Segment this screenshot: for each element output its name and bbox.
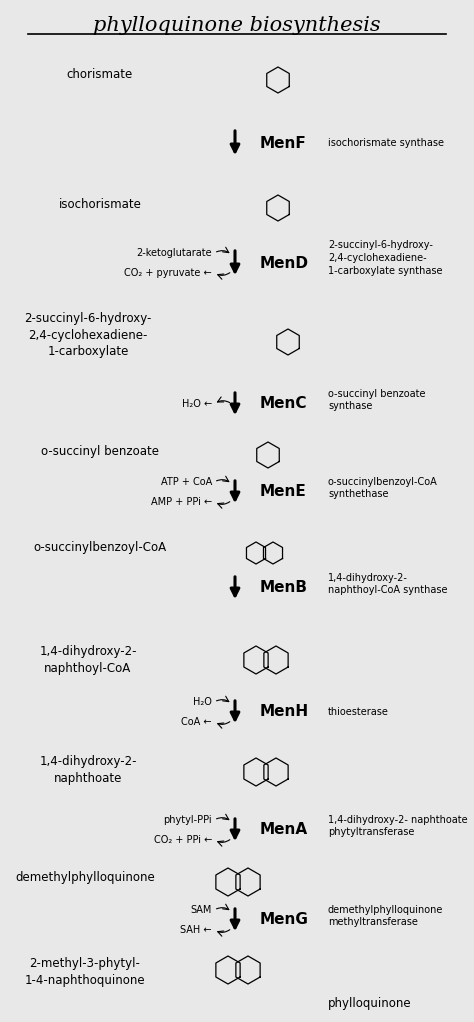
Text: 1,4-dihydroxy-2-
naphthoate: 1,4-dihydroxy-2- naphthoate (39, 755, 137, 785)
Text: phylloquinone: phylloquinone (328, 996, 412, 1010)
Text: MenC: MenC (260, 397, 308, 412)
Text: MenA: MenA (260, 823, 308, 837)
Text: H₂O: H₂O (193, 697, 212, 707)
Text: 2-succinyl-6-hydroxy-
2,4-cyclohexadiene-
1-carboxylate synthase: 2-succinyl-6-hydroxy- 2,4-cyclohexadiene… (328, 240, 443, 276)
Text: phytyl-PPi: phytyl-PPi (164, 815, 212, 825)
Text: SAM: SAM (191, 905, 212, 915)
Text: MenE: MenE (260, 484, 307, 500)
Text: thioesterase: thioesterase (328, 707, 389, 717)
Text: SAH ←: SAH ← (181, 925, 212, 935)
Text: o-succinylbenzoyl-CoA: o-succinylbenzoyl-CoA (34, 542, 166, 555)
Text: ATP + CoA: ATP + CoA (161, 477, 212, 487)
Text: CO₂ + PPi ←: CO₂ + PPi ← (154, 835, 212, 845)
Text: 2-ketoglutarate: 2-ketoglutarate (137, 248, 212, 258)
Text: MenF: MenF (260, 136, 307, 150)
Text: demethylphylloquinone: demethylphylloquinone (15, 872, 155, 884)
Text: demethylphylloquinone
methyltransferase: demethylphylloquinone methyltransferase (328, 904, 443, 927)
Text: MenD: MenD (260, 256, 309, 271)
Text: phylloquinone biosynthesis: phylloquinone biosynthesis (93, 16, 381, 35)
Text: 1,4-dihydroxy-2- naphthoate
phytyltransferase: 1,4-dihydroxy-2- naphthoate phytyltransf… (328, 815, 468, 837)
Text: CO₂ + pyruvate ←: CO₂ + pyruvate ← (124, 268, 212, 278)
Text: o-succinylbenzoyl-CoA
synthethase: o-succinylbenzoyl-CoA synthethase (328, 476, 438, 500)
Text: isochorismate synthase: isochorismate synthase (328, 138, 444, 148)
Text: o-succinyl benzoate: o-succinyl benzoate (41, 446, 159, 459)
Text: chorismate: chorismate (67, 68, 133, 82)
Text: 2-succinyl-6-hydroxy-
2,4-cyclohexadiene-
1-carboxylate: 2-succinyl-6-hydroxy- 2,4-cyclohexadiene… (24, 312, 152, 358)
Text: o-succinyl benzoate
synthase: o-succinyl benzoate synthase (328, 388, 426, 412)
Text: AMP + PPi ←: AMP + PPi ← (151, 497, 212, 507)
Text: MenG: MenG (260, 913, 309, 928)
Text: MenB: MenB (260, 580, 308, 596)
Text: CoA ←: CoA ← (182, 717, 212, 727)
Text: 1,4-dihydroxy-2-
naphthoyl-CoA synthase: 1,4-dihydroxy-2- naphthoyl-CoA synthase (328, 572, 447, 596)
Text: 1,4-dihydroxy-2-
naphthoyl-CoA: 1,4-dihydroxy-2- naphthoyl-CoA (39, 645, 137, 675)
Text: MenH: MenH (260, 704, 309, 719)
Text: isochorismate: isochorismate (59, 198, 141, 212)
Text: H₂O ←: H₂O ← (182, 399, 212, 409)
Text: 2-methyl-3-phytyl-
1-4-naphthoquinone: 2-methyl-3-phytyl- 1-4-naphthoquinone (25, 958, 146, 987)
